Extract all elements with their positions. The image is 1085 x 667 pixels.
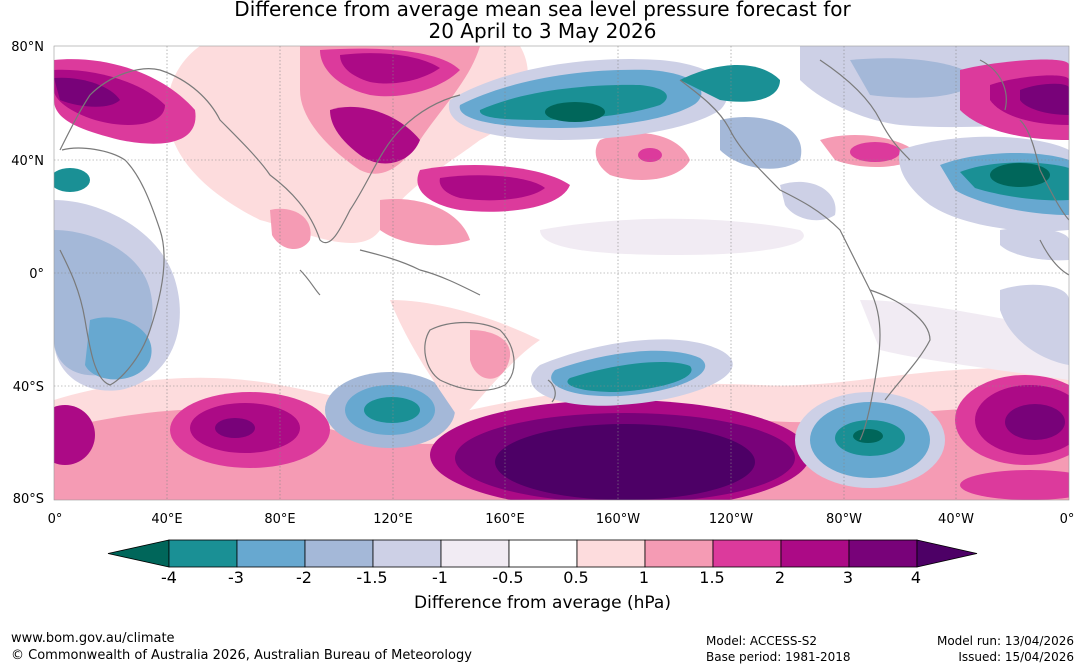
map-title-line2: 20 April to 3 May 2026 [428,19,657,43]
colorbar-tick: 0.5 [563,568,589,587]
issued-text: Issued: 15/04/2026 [958,650,1074,664]
lat-label: 40°N [11,154,44,169]
anomaly-field [54,46,1069,500]
colorbar-swatch [780,539,850,568]
colorbar-swatch [304,539,374,568]
lat-label: 80°S [13,492,44,507]
colorbar-swatch [712,539,782,568]
graticule [54,46,1069,500]
lon-label: 0° [48,512,63,527]
colorbar-tick: -3 [228,568,244,587]
colorbar-tick: -1.5 [356,568,388,587]
base-period-text: Base period: 1981-2018 [706,650,851,664]
model-text: Model: ACCESS-S2 [706,634,818,648]
colorbar-swatch [168,539,238,568]
colorbar-swatch [440,539,510,568]
lat-label: 40°S [13,380,44,395]
model-run-text: Model run: 13/04/2026 [936,634,1074,648]
colorbar-tick: -1 [432,568,448,587]
colorbar-tick: 4 [910,568,922,587]
colorbar-swatch [508,539,578,568]
colorbar-swatch [236,539,306,568]
colorbar-arrow-low [107,539,170,568]
lon-label: 80°W [826,512,862,527]
colorbar [107,539,978,568]
colorbar-tick: -4 [161,568,177,587]
website-text: www.bom.gov.au/climate [11,631,175,646]
lon-label: 160°W [596,512,640,527]
lon-label: 0° [1060,512,1075,527]
colorbar-swatch [372,539,442,568]
copyright-text: © Commonwealth of Australia 2026, Austra… [11,648,472,663]
colorbar-tick: -0.5 [492,568,524,587]
lon-label: 40°W [938,512,974,527]
colorbar-swatch [576,539,646,568]
colorbar-tick: 1 [638,568,650,587]
colorbar-title: Difference from average (hPa) [414,593,671,613]
lon-label: 80°E [264,512,295,527]
colorbar-tick: 2 [774,568,786,587]
lon-label: 120°W [709,512,753,527]
lat-label: 80°N [11,40,44,55]
colorbar-swatch [848,539,918,568]
colorbar-tick: 3 [842,568,854,587]
map-frame [53,45,1070,501]
lon-label: 120°E [373,512,413,527]
coastlines [59,59,1069,441]
map-title-line1: Difference from average mean sea level p… [234,0,851,21]
lat-label: 0° [29,267,44,282]
colorbar-arrow-high [916,539,978,568]
colorbar-tick: 1.5 [699,568,725,587]
colorbar-tick: -2 [296,568,312,587]
lon-label: 40°E [151,512,182,527]
colorbar-swatch [644,539,714,568]
lon-label: 160°E [485,512,525,527]
